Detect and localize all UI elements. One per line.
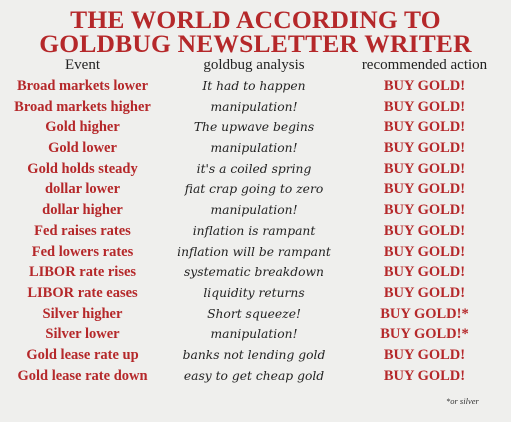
title-line-1: THE WORLD ACCORDING TO xyxy=(70,5,441,34)
table-row: Silver higher Short squeeze! BUY GOLD!* xyxy=(0,304,511,325)
table-row: Broad markets lower It had to happen BUY… xyxy=(0,76,511,97)
analysis-cell: The upwave begins xyxy=(193,120,315,135)
action-cell: BUY GOLD! xyxy=(383,160,466,177)
event-cell: Gold holds steady xyxy=(27,160,138,177)
event-cell: Gold lease rate up xyxy=(26,346,139,363)
table-row: Silver lower manipulation! BUY GOLD!* xyxy=(0,324,511,345)
event-cell: Fed raises rates xyxy=(34,222,131,239)
table-row: LIBOR rate eases liquidity returns BUY G… xyxy=(0,283,511,304)
analysis-cell: liquidity returns xyxy=(203,285,305,300)
event-cell: Broad markets lower xyxy=(16,78,149,94)
analysis-cell: It had to happen xyxy=(202,79,306,93)
table-row: Gold lease rate down easy to get cheap g… xyxy=(0,366,511,387)
event-cell: Gold lower xyxy=(48,140,117,157)
event-cell: LIBOR rate eases xyxy=(27,284,138,301)
action-cell: BUY GOLD! xyxy=(383,346,466,363)
action-cell: BUY GOLD! xyxy=(383,367,466,384)
analysis-cell: systematic breakdown xyxy=(184,265,324,280)
action-cell: BUY GOLD! xyxy=(383,284,466,301)
action-cell: BUY GOLD! xyxy=(383,202,466,219)
event-cell: dollar higher xyxy=(42,202,123,219)
action-cell: BUY GOLD! xyxy=(383,140,466,157)
analysis-cell: easy to get cheap gold xyxy=(183,368,325,383)
event-cell: Fed lowers rates xyxy=(31,243,134,260)
analysis-cell: manipulation! xyxy=(210,141,298,156)
table-row: Gold lower manipulation! BUY GOLD! xyxy=(0,138,511,159)
action-cell: BUY GOLD!* xyxy=(380,305,469,322)
event-cell: dollar lower xyxy=(44,181,121,198)
header-analysis: goldbug analysis xyxy=(203,57,305,73)
analysis-cell: manipulation! xyxy=(210,327,298,342)
analysis-cell: it's a coiled spring xyxy=(196,161,312,176)
title-line-2: GOLDBUG NEWSLETTER WRITER xyxy=(39,29,472,58)
event-cell: Gold lease rate down xyxy=(17,367,148,384)
action-cell: BUY GOLD! xyxy=(383,119,466,136)
event-cell: Silver lower xyxy=(45,326,120,343)
event-cell: Broad markets higher xyxy=(14,98,151,115)
table-body: Broad markets lower It had to happen BUY… xyxy=(0,76,511,386)
analysis-cell: banks not lending gold xyxy=(182,347,326,362)
action-cell: BUY GOLD! xyxy=(383,222,466,239)
table-row: LIBOR rate rises systematic breakdown BU… xyxy=(0,262,511,283)
event-cell: Gold higher xyxy=(45,119,120,136)
analysis-cell: inflation is rampant xyxy=(192,223,316,238)
action-cell: BUY GOLD! xyxy=(383,78,466,94)
analysis-cell: manipulation! xyxy=(210,99,298,114)
table-row: Gold lease rate up banks not lending gol… xyxy=(0,345,511,366)
event-cell: Silver higher xyxy=(42,305,123,322)
table-row: Broad markets higher manipulation! BUY G… xyxy=(0,97,511,118)
analysis-cell: manipulation! xyxy=(210,203,298,218)
footnote: *or silver xyxy=(446,396,479,406)
action-cell: BUY GOLD! xyxy=(383,98,466,115)
header-action: recommended action xyxy=(361,57,488,73)
table-row: Gold higher The upwave begins BUY GOLD! xyxy=(0,117,511,138)
action-cell: BUY GOLD! xyxy=(383,181,466,198)
analysis-cell: Short squeeze! xyxy=(207,306,301,321)
analysis-cell: fiat crap going to zero xyxy=(184,182,324,197)
table-row: dollar lower fiat crap going to zero BUY… xyxy=(0,179,511,200)
action-cell: BUY GOLD! xyxy=(383,264,466,281)
analysis-cell: inflation will be rampant xyxy=(177,244,331,259)
table-row: dollar higher manipulation! BUY GOLD! xyxy=(0,200,511,221)
event-cell: LIBOR rate rises xyxy=(28,264,137,281)
action-cell: BUY GOLD! xyxy=(383,243,466,260)
action-cell: BUY GOLD!* xyxy=(380,326,469,343)
table-row: Fed raises rates inflation is rampant BU… xyxy=(0,221,511,242)
table-row: Gold holds steady it's a coiled spring B… xyxy=(0,159,511,180)
header-event: Event xyxy=(65,57,100,73)
table-row: Fed lowers rates inflation will be rampa… xyxy=(0,242,511,263)
